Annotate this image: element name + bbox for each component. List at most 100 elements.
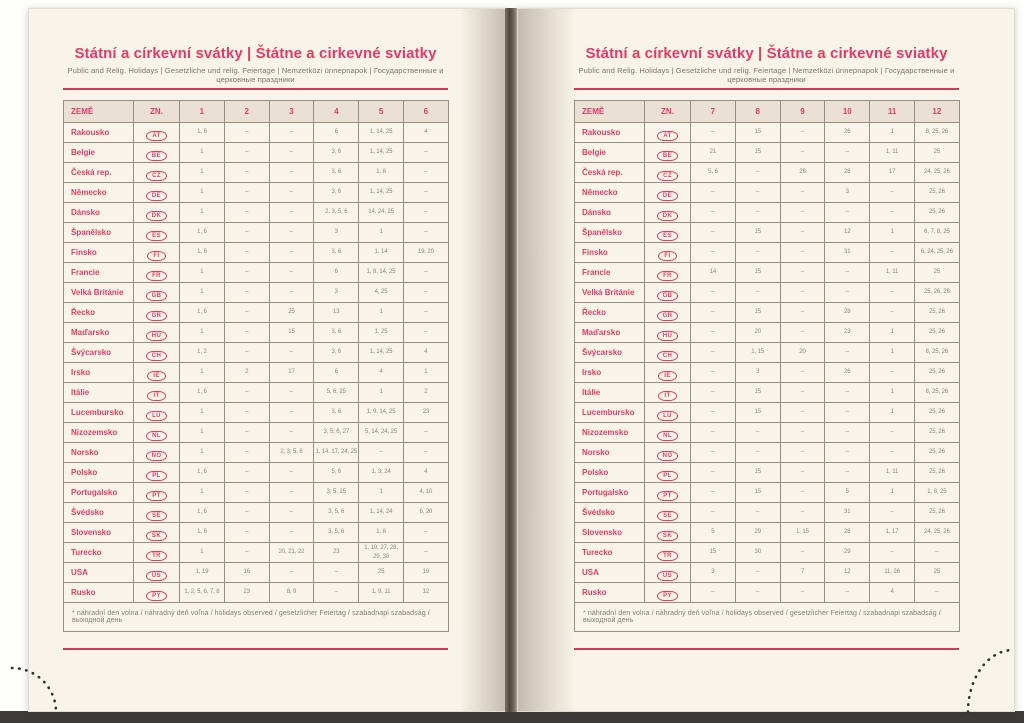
country-code-cell: BE	[644, 142, 691, 163]
holiday-days-cell: –	[869, 442, 915, 463]
country-name: Německo	[63, 182, 134, 203]
country-code-cell: AT	[133, 122, 180, 143]
country-code-cell: IE	[133, 362, 180, 383]
holiday-days-cell: 1	[179, 402, 225, 423]
page-right-content: Státní a církevní svátky | Štátne a cirk…	[574, 9, 960, 650]
country-row: Velká Británie GB 1– –3 4, 25–	[63, 282, 449, 303]
country-row: Španělsko ES –15–12 1 6, 7, 8, 25	[574, 222, 960, 243]
holiday-days-cell: –	[690, 242, 736, 263]
holiday-days-cell: 6	[313, 262, 360, 283]
country-row: Maďarsko HU 1–15 3, 6 1, 25–	[63, 322, 449, 343]
holiday-days-cell: –	[824, 262, 871, 283]
holiday-days-cell: –	[824, 402, 871, 423]
country-code-cell: US	[133, 562, 180, 583]
holiday-days-cell: 6, 7, 8, 25	[913, 222, 960, 243]
holiday-days-cell: 1, 6	[179, 222, 225, 243]
holiday-days-cell: –	[690, 222, 736, 243]
country-code-badge: DE	[656, 190, 679, 201]
holiday-days-cell: 12	[824, 562, 871, 583]
country-code-badge: FR	[657, 270, 678, 281]
holiday-days-cell: 15	[734, 222, 781, 243]
bottom-rule	[574, 648, 959, 650]
holiday-days-cell: –	[779, 502, 826, 523]
holiday-days-cell: –	[358, 442, 404, 463]
holiday-days-cell: –	[402, 542, 449, 563]
holiday-days-cell: 28	[824, 302, 871, 323]
country-code-badge: NL	[657, 430, 678, 441]
country-code-cell: DK	[644, 202, 691, 223]
holiday-days-cell: 1	[869, 402, 915, 423]
holiday-days-cell: 5, 6	[690, 162, 736, 183]
country-name: Lucembursko	[574, 402, 645, 423]
country-code-cell: LU	[133, 402, 180, 423]
country-code-cell: PT	[644, 482, 691, 503]
country-code-badge: PY	[657, 590, 678, 601]
holiday-days-cell: 1, 11	[869, 462, 915, 483]
holiday-days-cell: –	[223, 442, 270, 463]
holiday-days-cell: 1	[179, 202, 225, 223]
country-code-badge: GR	[656, 310, 679, 321]
country-code-cell: ES	[133, 222, 180, 243]
holiday-days-cell: –	[268, 242, 315, 263]
holiday-days-cell: –	[268, 202, 315, 223]
holiday-days-cell: 1, 14, 17, 24, 25	[313, 442, 360, 463]
holiday-days-cell: 2	[402, 382, 449, 403]
holiday-days-cell: 1, 6	[179, 462, 225, 483]
page-title: Státní a církevní svátky | Štátne a cirk…	[585, 45, 948, 62]
holiday-days-cell: –	[223, 502, 270, 523]
table-footnote-row: * náhradní den volna / náhradný deň voľn…	[63, 602, 449, 632]
country-row: Nizozemsko NL 1– –3, 5, 6, 27 5, 14, 24, 25–	[63, 422, 449, 443]
country-name: Polsko	[63, 462, 134, 483]
country-code-badge: PY	[146, 590, 167, 601]
holiday-days-cell: –	[223, 402, 270, 423]
country-row: Francie FR 14 15– –1, 11 25	[574, 262, 960, 283]
country-code-cell: TR	[644, 542, 691, 563]
holiday-days-cell: –	[690, 382, 736, 403]
holiday-days-cell: –	[824, 442, 871, 463]
holiday-days-cell: 25	[913, 562, 960, 583]
title-rule	[574, 88, 959, 90]
holiday-days-cell: –	[690, 302, 736, 323]
holiday-days-cell: –	[223, 542, 270, 563]
month-column-header: 6	[402, 100, 449, 123]
bottom-rule	[63, 648, 448, 650]
page-left-content: Státní a církevní svátky | Štátne a cirk…	[63, 9, 449, 650]
country-code-cell: IE	[644, 362, 691, 383]
holiday-days-cell: 5, 6	[313, 462, 360, 483]
holiday-days-cell: 25, 26	[913, 302, 960, 323]
holiday-days-cell: –	[402, 442, 449, 463]
country-code-cell: FR	[133, 262, 180, 283]
country-code-cell: NL	[644, 422, 691, 443]
month-column-header: 10	[824, 100, 871, 123]
holiday-days-cell: –	[313, 562, 360, 583]
holiday-days-cell: 8, 25, 26	[913, 382, 960, 403]
holiday-days-cell: 15	[734, 262, 781, 283]
country-code-badge: BE	[656, 150, 679, 161]
holiday-days-cell: 1	[358, 382, 404, 403]
holiday-days-cell: 12	[824, 222, 871, 243]
holiday-days-cell: 26	[824, 122, 871, 143]
holiday-days-cell: 14, 24, 25	[358, 202, 404, 223]
country-name: Německo	[574, 182, 645, 203]
country-code-cell: US	[644, 562, 691, 583]
country-row: Belgie BE 1– –3, 6 1, 14, 25–	[63, 142, 449, 163]
country-code-badge: SK	[145, 530, 168, 541]
country-row: Polsko PL 1, 6– –5, 6 1, 3, 24 4	[63, 462, 449, 483]
country-code-badge: HU	[656, 330, 679, 341]
country-name: Norsko	[574, 442, 645, 463]
holiday-days-cell: –	[734, 202, 781, 223]
country-name: Maďarsko	[63, 322, 134, 343]
country-code-cell: DE	[644, 182, 691, 203]
holiday-days-cell: –	[734, 182, 781, 203]
holiday-days-cell: 1, 6	[179, 502, 225, 523]
holiday-days-cell: 15	[734, 122, 781, 143]
country-code-badge: DK	[656, 210, 679, 221]
holiday-days-cell: –	[268, 522, 315, 543]
country-code-cell: HU	[644, 322, 691, 343]
holiday-days-cell: –	[402, 182, 449, 203]
holiday-days-cell: –	[268, 502, 315, 523]
holiday-days-cell: 1, 2, 5, 6, 7, 8	[179, 582, 225, 603]
country-code-badge: TR	[657, 550, 678, 561]
holiday-days-cell: 30	[734, 542, 781, 563]
holiday-days-cell: 1, 15	[779, 522, 826, 543]
